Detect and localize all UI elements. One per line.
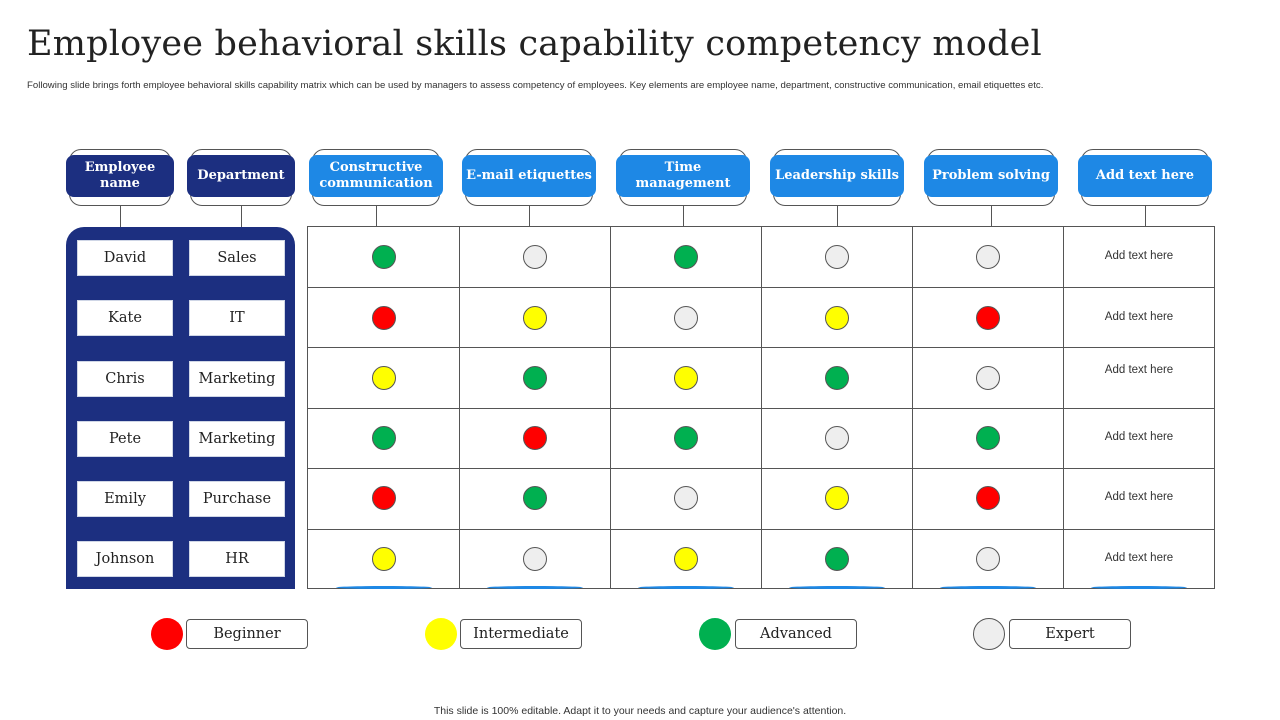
rating-dot-beginner — [523, 426, 547, 450]
rating-dot-intermediate — [523, 306, 547, 330]
header-skill-label: Constructive communication — [309, 155, 443, 197]
department-cell: IT — [189, 300, 285, 336]
rating-dot-expert — [674, 306, 698, 330]
page-title: Employee behavioral skills capability co… — [27, 24, 1042, 64]
legend-label-beginner: Beginner — [186, 619, 308, 649]
legend-dot-intermediate — [425, 618, 457, 650]
department-cell: Sales — [189, 240, 285, 276]
legend-label-intermediate: Intermediate — [460, 619, 582, 649]
header-skill-5: Problem solving — [924, 149, 1058, 206]
legend-dot-expert — [973, 618, 1005, 650]
rating-dot-expert — [825, 426, 849, 450]
connector-line — [683, 206, 684, 227]
department-cell: Marketing — [189, 361, 285, 397]
rating-dot-intermediate — [372, 547, 396, 571]
row-note: Add text here — [1104, 491, 1174, 503]
accent-bar — [1091, 586, 1187, 589]
footer-note: This slide is 100% editable. Adapt it to… — [433, 705, 847, 717]
rating-dot-expert — [976, 366, 1000, 390]
header-skill-1: Constructive communication — [309, 149, 443, 206]
header-skill-label: E-mail etiquettes — [462, 155, 596, 197]
rating-dot-expert — [523, 547, 547, 571]
page-subtitle: Following slide brings forth employee be… — [27, 80, 1044, 91]
employee-name-cell: Chris — [77, 361, 173, 397]
connector-line — [120, 206, 121, 227]
rating-dot-advanced — [523, 366, 547, 390]
rating-dot-expert — [976, 245, 1000, 269]
row-note: Add text here — [1104, 250, 1174, 262]
employee-name-cell: Pete — [77, 421, 173, 457]
rating-dot-advanced — [372, 426, 396, 450]
competency-grid — [307, 226, 1215, 589]
rating-dot-expert — [976, 547, 1000, 571]
connector-line — [1145, 206, 1146, 227]
accent-bar — [789, 586, 885, 589]
header-skill-4: Leadership skills — [770, 149, 904, 206]
employee-panel — [66, 227, 295, 589]
rating-dot-beginner — [976, 486, 1000, 510]
rating-dot-beginner — [976, 306, 1000, 330]
header-department: Department — [187, 149, 295, 206]
department-cell: HR — [189, 541, 285, 577]
rating-dot-advanced — [825, 366, 849, 390]
header-skill-6: Add text here — [1078, 149, 1212, 206]
legend-label-expert: Expert — [1009, 619, 1131, 649]
rating-dot-expert — [674, 486, 698, 510]
header-skill-label: Add text here — [1078, 155, 1212, 197]
header-department-label: Department — [187, 155, 295, 197]
rating-dot-beginner — [372, 486, 396, 510]
rating-dot-advanced — [674, 426, 698, 450]
header-employee-name: Employee name — [66, 149, 174, 206]
legend-dot-beginner — [151, 618, 183, 650]
rating-dot-intermediate — [372, 366, 396, 390]
rating-dot-advanced — [825, 547, 849, 571]
connector-line — [529, 206, 530, 227]
row-note: Add text here — [1104, 552, 1174, 564]
accent-bar — [336, 586, 432, 589]
employee-name-cell: Emily — [77, 481, 173, 517]
legend-dot-advanced — [699, 618, 731, 650]
rating-dot-intermediate — [674, 366, 698, 390]
rating-dot-intermediate — [825, 306, 849, 330]
rating-dot-advanced — [372, 245, 396, 269]
legend-label-advanced: Advanced — [735, 619, 857, 649]
header-skill-label: Problem solving — [924, 155, 1058, 197]
connector-line — [991, 206, 992, 227]
header-skill-label: Leadership skills — [770, 155, 904, 197]
accent-bar — [638, 586, 734, 589]
rating-dot-advanced — [674, 245, 698, 269]
rating-dot-advanced — [976, 426, 1000, 450]
connector-line — [241, 206, 242, 227]
employee-name-cell: Kate — [77, 300, 173, 336]
header-skill-2: E-mail etiquettes — [462, 149, 596, 206]
accent-bar — [940, 586, 1036, 589]
row-note: Add text here — [1104, 364, 1174, 376]
employee-name-cell: David — [77, 240, 173, 276]
header-employee-label: Employee name — [66, 155, 174, 197]
rating-dot-expert — [825, 245, 849, 269]
department-cell: Marketing — [189, 421, 285, 457]
rating-dot-advanced — [523, 486, 547, 510]
header-skill-3: Time management — [616, 149, 750, 206]
connector-line — [837, 206, 838, 227]
connector-line — [376, 206, 377, 227]
accent-bar — [487, 586, 583, 589]
rating-dot-expert — [523, 245, 547, 269]
header-skill-label: Time management — [616, 155, 750, 197]
row-note: Add text here — [1104, 311, 1174, 323]
employee-name-cell: Johnson — [77, 541, 173, 577]
rating-dot-intermediate — [674, 547, 698, 571]
rating-dot-beginner — [372, 306, 396, 330]
department-cell: Purchase — [189, 481, 285, 517]
rating-dot-intermediate — [825, 486, 849, 510]
row-note: Add text here — [1104, 431, 1174, 443]
